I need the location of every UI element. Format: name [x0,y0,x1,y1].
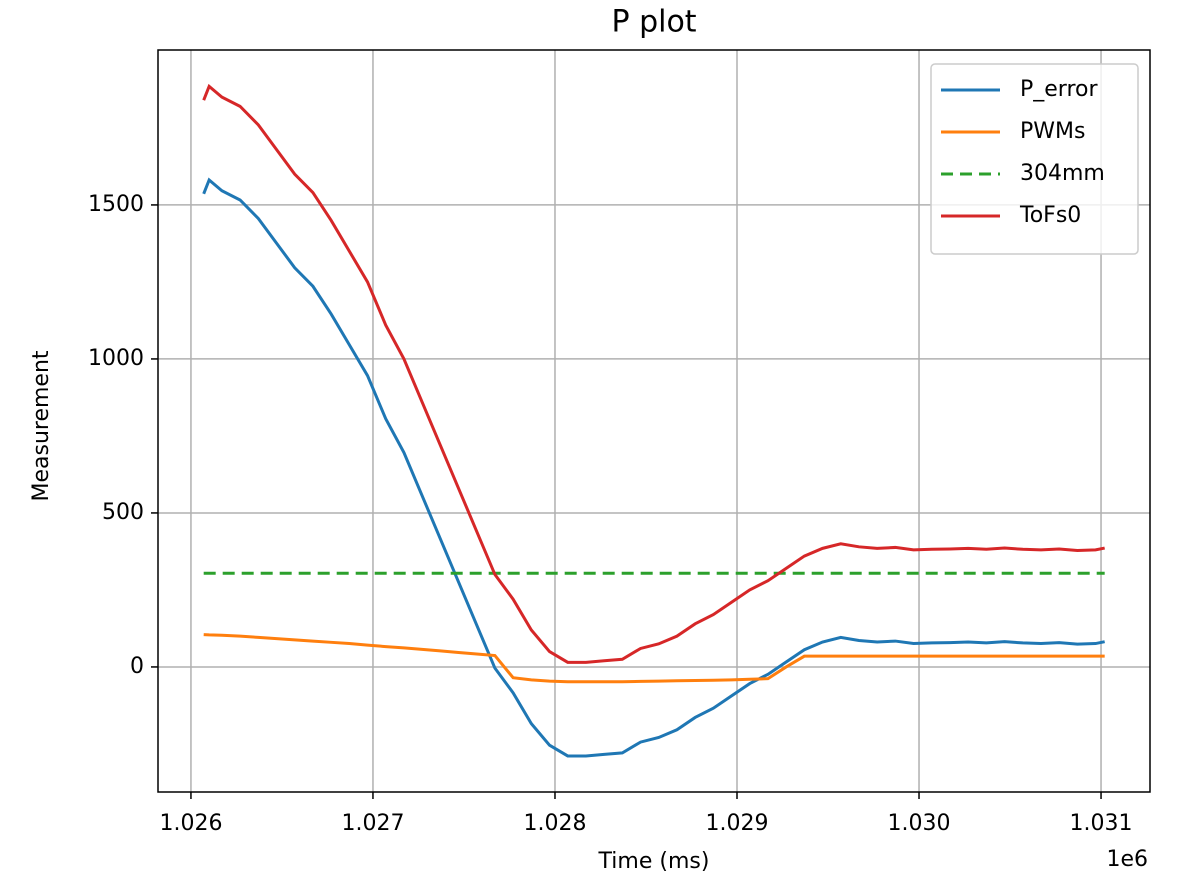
x-tick-label: 1.029 [706,811,769,836]
legend-box [930,63,1139,255]
y-tick-label: 1500 [88,192,144,217]
chart-title: P plot [611,5,696,40]
y-tick-label: 0 [130,654,144,679]
x-tick-label: 1.031 [1070,811,1133,836]
series-line [202,177,1105,758]
legend-label: ToFs0 [1019,203,1081,228]
x-offset-label: 1e6 [1106,847,1148,872]
legend-label: P_error [1020,77,1098,102]
y-axis-label: Measurement [29,350,54,501]
y-tick-label: 1000 [88,346,144,371]
x-tick-label: 1.026 [159,811,222,836]
x-tick-label: 1.030 [888,811,951,836]
legend: P_error PWMs 304mm ToFs0 [930,63,1139,255]
x-tick-label: 1.028 [523,811,586,836]
series-line [203,633,1105,684]
y-tick-label: 500 [102,500,144,525]
legend-label: PWMs [1020,119,1085,144]
plot-frame [157,49,1151,793]
x-tick-label: 1.027 [341,811,404,836]
series-line [202,83,1105,664]
legend-label: 304mm [1020,161,1105,186]
x-axis-label: Time (ms) [598,849,710,874]
